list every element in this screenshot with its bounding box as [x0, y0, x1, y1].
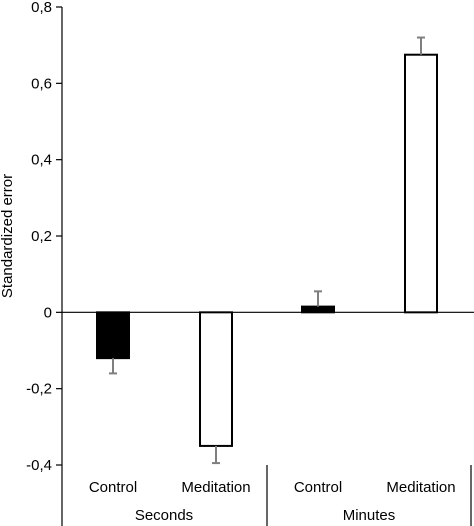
x-category-label: Meditation — [386, 479, 455, 496]
x-category-label: Meditation — [181, 479, 250, 496]
y-tick-label: 0,8 — [31, 0, 52, 16]
y-tick-label: 0 — [44, 304, 52, 321]
x-group-label: Seconds — [135, 507, 193, 524]
x-category-label: Control — [89, 479, 137, 496]
bar — [96, 311, 130, 360]
bar — [199, 311, 233, 447]
y-tick-label: -0,4 — [26, 457, 52, 474]
y-tick-label: 0,2 — [31, 228, 52, 245]
bar — [301, 305, 335, 314]
x-axis-labels: Control Meditation Control Meditation Second… — [61, 465, 472, 526]
y-axis-label: Standardized error — [0, 174, 16, 298]
y-axis-ticks: -0,4 -0,2 0 0,2 0,4 0,6 0,8 — [26, 0, 62, 474]
bars — [96, 36, 438, 465]
bar — [404, 53, 438, 314]
y-tick-label: 0,6 — [31, 75, 52, 92]
y-tick-label: -0,2 — [26, 381, 52, 398]
x-category-label: Control — [294, 479, 342, 496]
x-group-label: Minutes — [343, 507, 396, 524]
y-tick-label: 0,4 — [31, 152, 52, 169]
